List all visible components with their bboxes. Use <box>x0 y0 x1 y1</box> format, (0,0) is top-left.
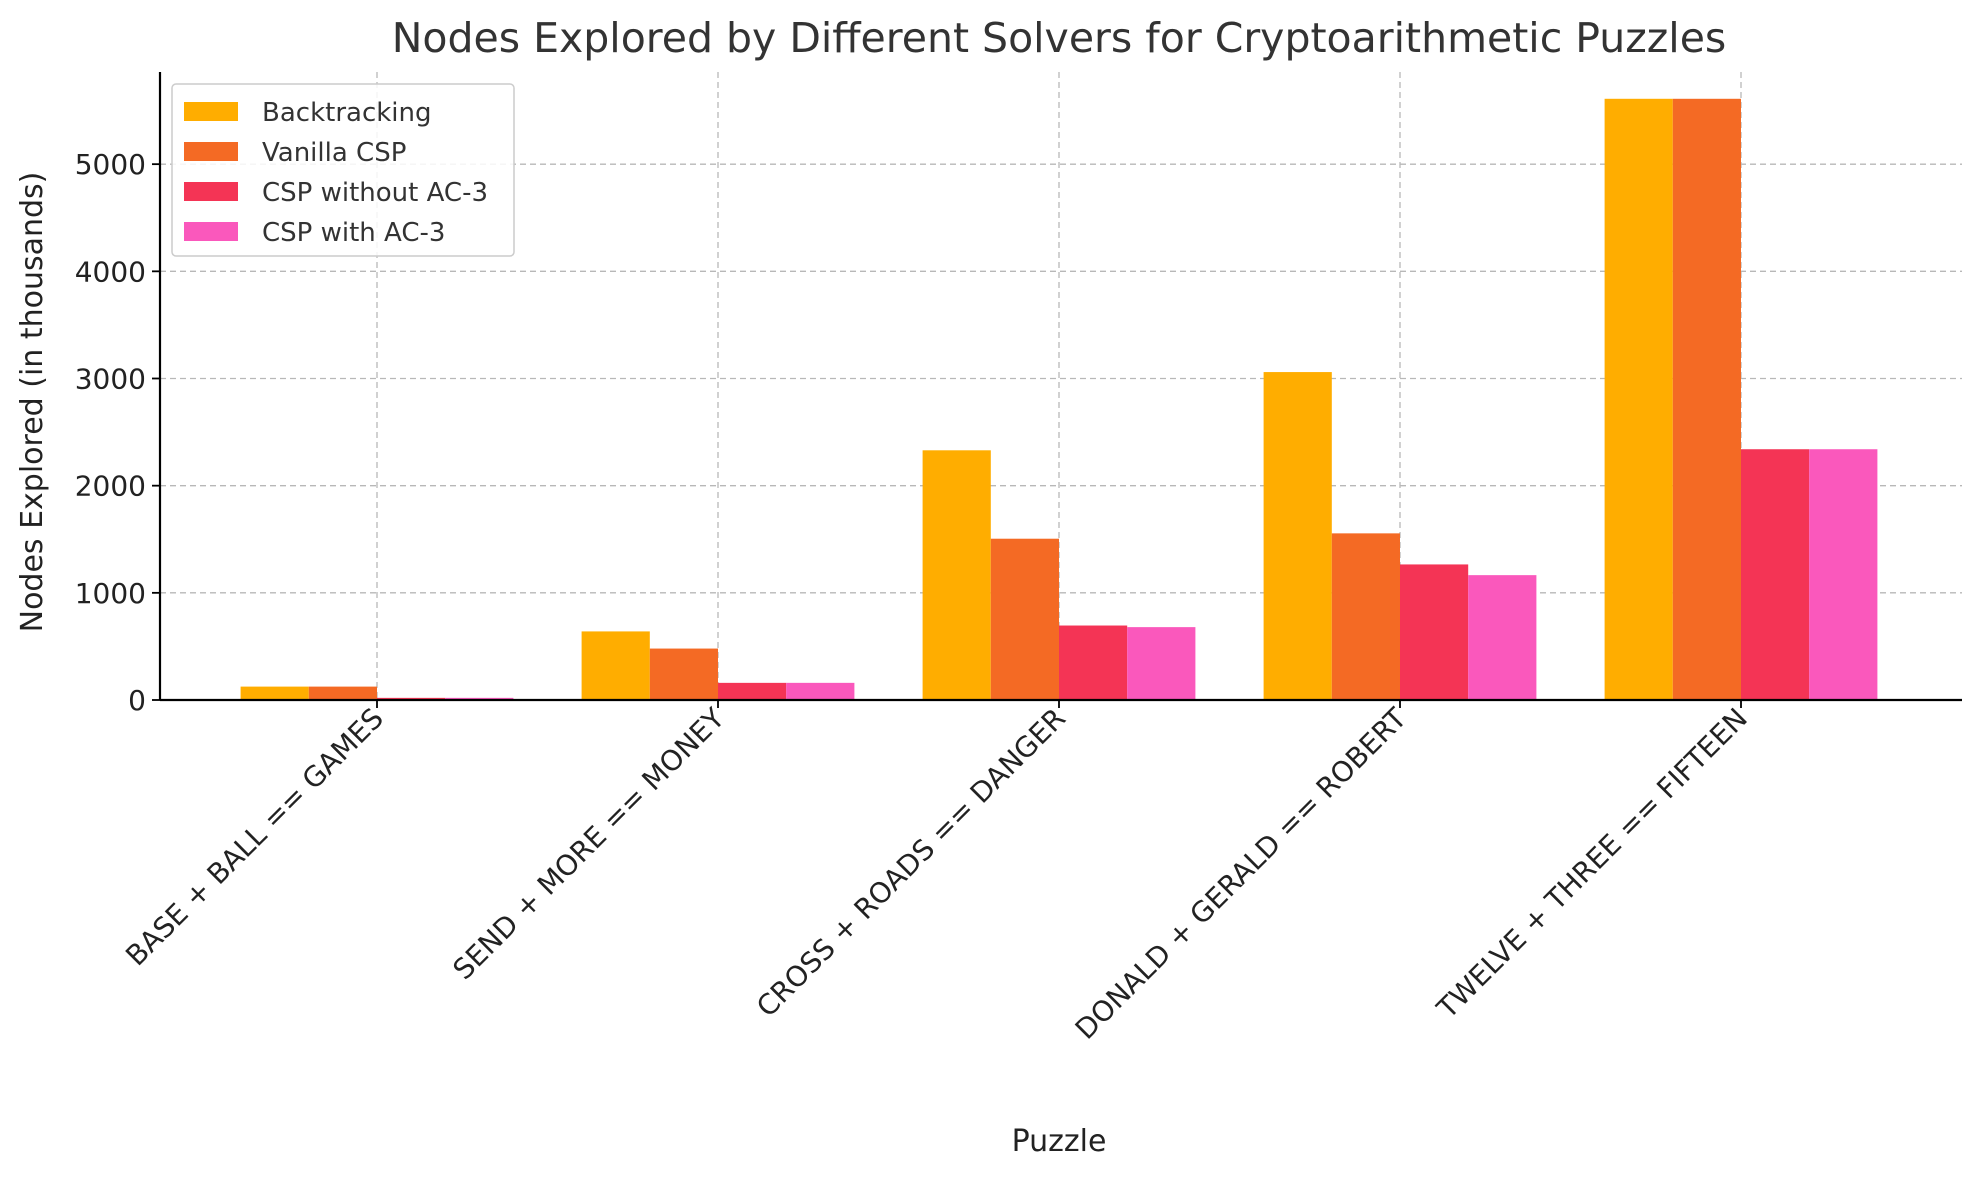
y-tick-label: 4000 <box>75 255 146 288</box>
bar <box>240 686 309 700</box>
bar <box>1809 449 1878 700</box>
bar <box>1468 575 1537 700</box>
bar <box>922 450 991 700</box>
legend-label: CSP without AC-3 <box>262 178 488 208</box>
bar <box>308 686 377 700</box>
bar <box>1672 98 1741 700</box>
x-tick-label: TWELVE + THREE == FIFTEEN <box>1430 702 1754 1026</box>
y-axis-title: Nodes Explored (in thousands) <box>15 172 50 633</box>
legend-label: Vanilla CSP <box>262 138 406 168</box>
bar <box>1263 372 1332 700</box>
bar <box>1331 533 1400 700</box>
legend-swatch <box>184 222 238 241</box>
axes <box>158 72 1962 702</box>
y-tick-label: 0 <box>128 684 146 717</box>
bar <box>1741 449 1810 700</box>
y-tick-label: 2000 <box>75 470 146 503</box>
bar <box>990 538 1059 700</box>
bar <box>1400 564 1469 700</box>
legend: Backtracking Vanilla CSP CSP without AC-3 C… <box>171 83 515 257</box>
bar <box>1059 625 1128 700</box>
y-tick-label: 3000 <box>75 362 146 395</box>
x-tick-label: BASE + BALL == GAMES <box>119 702 390 973</box>
y-tick-label: 1000 <box>75 577 146 610</box>
y-tick-label: 5000 <box>75 148 146 181</box>
legend-label: Backtracking <box>262 98 432 128</box>
bar <box>786 682 855 700</box>
x-tick-label: SEND + MORE == MONEY <box>447 701 732 986</box>
bar <box>1604 98 1673 700</box>
x-tick-label: DONALD + GERALD == ROBERT <box>1069 701 1414 1046</box>
bar <box>581 631 650 700</box>
bar <box>718 682 787 700</box>
bar <box>649 648 718 700</box>
bar <box>1127 627 1196 700</box>
legend-swatch <box>184 182 238 201</box>
legend-label: CSP with AC-3 <box>262 218 445 248</box>
chart-title: Nodes Explored by Different Solvers for … <box>392 14 1727 62</box>
legend-swatch <box>184 142 238 161</box>
x-tick-label: CROSS + ROADS == DANGER <box>750 702 1072 1024</box>
legend-frame <box>171 83 515 257</box>
bars <box>240 98 1878 700</box>
x-axis-title: Puzzle <box>1012 1124 1107 1159</box>
legend-swatch <box>184 102 238 121</box>
